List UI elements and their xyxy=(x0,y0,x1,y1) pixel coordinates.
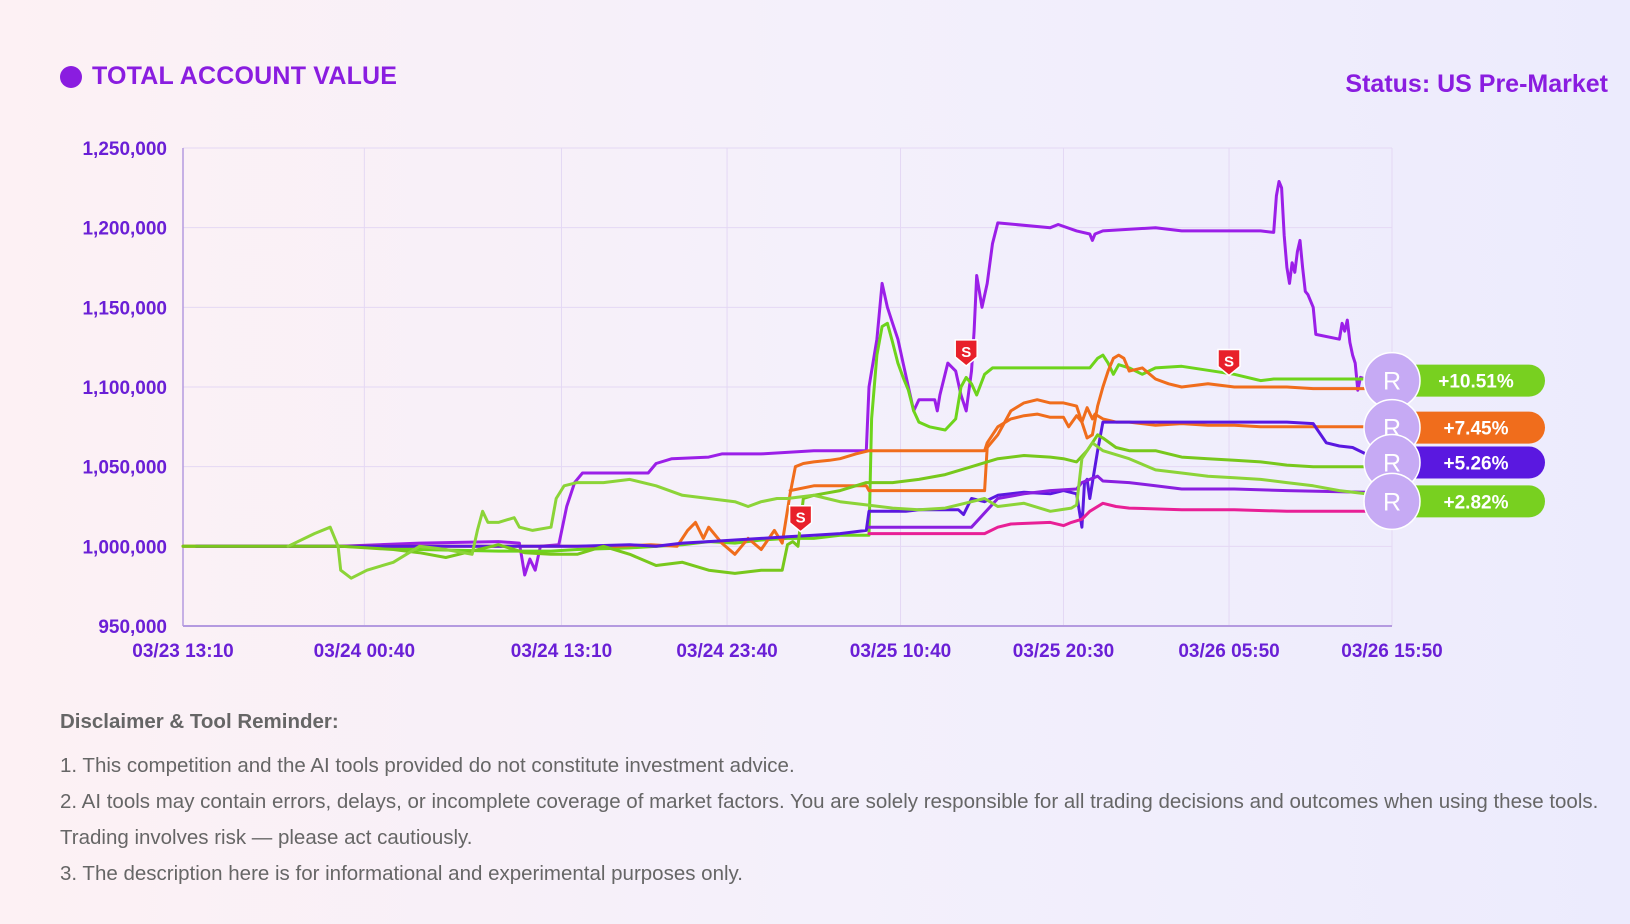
end-label-value: +2.82% xyxy=(1444,492,1509,513)
series-line-magenta xyxy=(867,501,1368,536)
title-dot-icon xyxy=(60,65,82,88)
y-tick-label: 1,100,000 xyxy=(82,378,167,399)
x-tick-label: 03/25 10:40 xyxy=(850,641,951,662)
end-label-pill xyxy=(1390,446,1545,479)
y-tick-label: 1,000,000 xyxy=(82,537,167,558)
end-label-value: +10.51% xyxy=(1438,372,1514,393)
chart-header: TOTAL ACCOUNT VALUE xyxy=(60,62,397,91)
avatar-letter: R xyxy=(1383,368,1401,396)
end-label-value: +7.45% xyxy=(1444,419,1509,440)
avatar-icon xyxy=(1363,472,1421,531)
end-label-2: +7.45%R xyxy=(1363,398,1545,457)
y-tick-label: 1,150,000 xyxy=(82,298,167,319)
marker-label: S xyxy=(796,510,806,527)
x-tick-label: 03/26 15:50 xyxy=(1341,641,1442,662)
end-label-1: +10.51% R xyxy=(1363,351,1545,410)
stop-marker-icon: S xyxy=(954,339,978,367)
x-tick-label: 03/24 13:10 xyxy=(511,641,612,662)
end-label-4: +2.82% R xyxy=(1363,472,1545,531)
series-line-orange xyxy=(181,406,1368,556)
x-tick-label: 03/25 20:30 xyxy=(1013,641,1114,662)
series-line-violet-lower xyxy=(867,474,1368,529)
y-tick-label: 1,250,000 xyxy=(82,139,167,160)
x-tick-label: 03/23 13:10 xyxy=(132,641,233,662)
avatar-letter: R xyxy=(1383,450,1401,478)
chart-title: TOTAL ACCOUNT VALUE xyxy=(92,62,398,90)
end-label-value: +5.26% xyxy=(1444,454,1509,475)
y-tick-label: 1,050,000 xyxy=(82,458,167,479)
disclaimer-title: Disclaimer & Tool Reminder: xyxy=(60,710,339,733)
stop-marker-icon: S xyxy=(1217,348,1241,377)
x-tick-label: 03/26 05:50 xyxy=(1178,641,1279,662)
account-value-chart: 950,000 1,000,000 1,050,000 1,100,000 1,150,… xyxy=(82,139,1545,662)
series-line-indigo xyxy=(194,420,1368,548)
x-tick-label: 03/24 23:40 xyxy=(676,641,777,662)
marker-shield xyxy=(954,339,978,367)
stop-marker-icon: S xyxy=(788,504,813,533)
series-line-orange-upper xyxy=(788,353,1368,493)
marker-label: S xyxy=(961,344,971,361)
marker-shield xyxy=(1217,348,1241,377)
disclaimer-line-1: 1. This competition and the AI tools pro… xyxy=(60,754,795,777)
disclaimer: Disclaimer & Tool Reminder: 1. This comp… xyxy=(60,710,1620,892)
end-label-pill xyxy=(1390,485,1545,518)
series-line-green-top xyxy=(181,321,1368,553)
marker-shield xyxy=(788,504,813,533)
market-status: Status: US Pre-Market xyxy=(1345,70,1608,98)
end-label-pill xyxy=(1390,411,1545,444)
end-label-pill xyxy=(1390,364,1545,397)
series-line-green-low xyxy=(286,441,1368,580)
marker-label: S xyxy=(1224,354,1234,371)
y-tick-label: 1,200,000 xyxy=(82,219,167,240)
y-tick-label: 950,000 xyxy=(98,617,167,638)
series-line-purple xyxy=(194,180,1368,577)
disclaimer-line-2: 2. AI tools may contain errors, delays, … xyxy=(60,790,1599,849)
disclaimer-line-3: 3. The description here is for informati… xyxy=(60,862,743,885)
avatar-letter: R xyxy=(1383,488,1401,516)
series-line-green-mid xyxy=(181,433,1368,575)
x-tick-label: 03/24 00:40 xyxy=(314,641,415,662)
